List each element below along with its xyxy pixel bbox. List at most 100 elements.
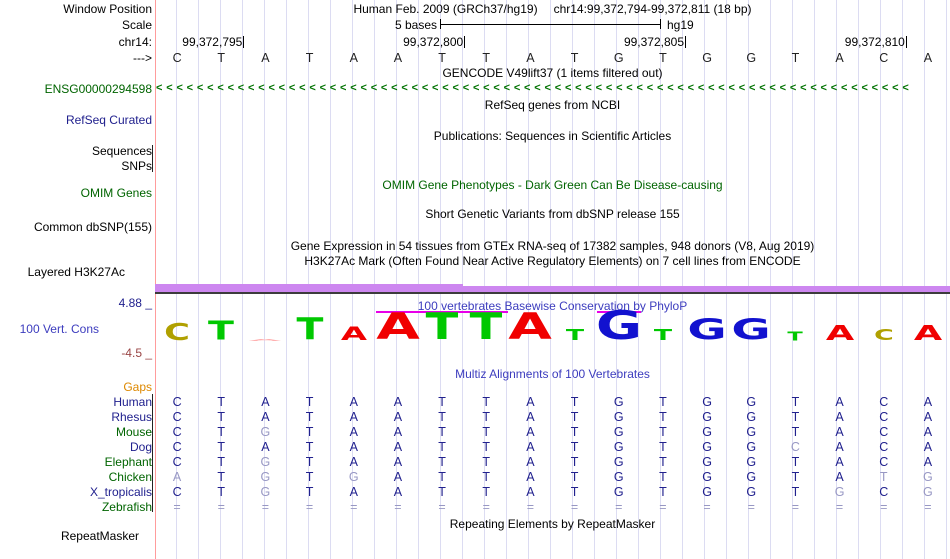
alignment-base: C	[790, 440, 800, 454]
alignment-base: T	[217, 485, 226, 499]
window-position-header: Human Feb. 2009 (GRCh37/hg19) chr14:99,3…	[155, 2, 950, 16]
alignment-base: A	[526, 455, 535, 469]
ruler-number: 99,372,810	[844, 35, 905, 49]
alignment-base: G	[613, 440, 624, 454]
alignment-base: C	[879, 455, 889, 469]
species-label[interactable]: Chicken	[108, 470, 152, 484]
alignment-base: A	[526, 485, 535, 499]
common-dbsnp-label[interactable]: Common dbSNP(155)	[33, 220, 152, 234]
alignment-base: =	[703, 500, 711, 514]
species-label[interactable]: Mouse	[115, 425, 152, 439]
repeatmasker-track-title[interactable]: Repeating Elements by RepeatMasker	[449, 517, 656, 531]
alignment-base: T	[659, 410, 667, 424]
alignment-base: =	[173, 500, 181, 514]
alignment-base: T	[438, 440, 446, 454]
repeatmasker-label[interactable]: RepeatMasker	[60, 529, 139, 543]
alignment-base: T	[659, 395, 667, 409]
logo-letter: G	[595, 303, 642, 350]
alignment-base: T	[791, 425, 800, 439]
alignment-base: C	[172, 440, 182, 454]
species-label[interactable]: Rhesus	[111, 410, 152, 424]
gencode-track-title[interactable]: GENCODE V49lift37 (1 items filtered out)	[442, 66, 663, 80]
logo-letter: T	[787, 329, 804, 344]
alignment-base: =	[305, 500, 314, 514]
species-label[interactable]: Human	[113, 395, 152, 409]
species-label[interactable]: Zebrafish	[101, 500, 152, 514]
alignment-base: =	[880, 500, 888, 514]
alignment-base: C	[879, 440, 889, 454]
logo-letter: T	[425, 306, 459, 349]
alignment-base: =	[747, 500, 755, 514]
dbsnp-track-title[interactable]: Short Genetic Variants from dbSNP releas…	[425, 207, 680, 221]
base-position-gridlines	[155, 0, 950, 559]
gencode-gene-label[interactable]: ENSG00000294598	[44, 82, 152, 96]
alignment-base: A	[923, 425, 933, 439]
alignment-base: A	[349, 395, 358, 409]
alignment-base: A	[923, 440, 933, 454]
alignment-base: T	[217, 440, 226, 454]
alignment-base: G	[613, 425, 624, 439]
multiz-track-title[interactable]: Multiz Alignments of 100 Vertebrates	[455, 367, 650, 381]
alignment-base: A	[835, 410, 844, 424]
alignment-base: =	[791, 500, 800, 514]
snps-track-label[interactable]: SNPs	[121, 159, 152, 173]
alignment-base: T	[305, 485, 314, 499]
alignment-base: T	[570, 425, 579, 439]
scale-bases-label: 5 bases	[394, 18, 437, 32]
conservation-min-label: -4.5 _	[121, 346, 152, 360]
species-label[interactable]: X_tropicalis	[89, 485, 152, 499]
alignment-base: G	[923, 470, 933, 484]
conservation-clip-line	[596, 311, 641, 313]
species-label[interactable]: Dog	[129, 440, 152, 454]
alignment-base: G	[746, 470, 757, 484]
position-range-label: chr14:99,372,794-99,372,811 (18 bp)	[553, 2, 752, 16]
omim-track-title[interactable]: OMIM Gene Phenotypes - Dark Green Can Be…	[382, 178, 723, 192]
alignment-base: A	[393, 425, 403, 439]
alignment-base: A	[393, 470, 403, 484]
sequence-base: C	[879, 51, 889, 65]
alignment-base: G	[702, 395, 712, 409]
logo-letter: C	[164, 319, 190, 346]
alignment-base: T	[482, 410, 491, 424]
alignment-base: T	[570, 395, 579, 409]
sequence-base: A	[526, 51, 535, 65]
gtex-track-title[interactable]: Gene Expression in 54 tissues from GTEx …	[290, 239, 815, 253]
alignment-base: T	[570, 485, 579, 499]
sequence-base: T	[659, 51, 667, 65]
alignment-base: T	[305, 425, 314, 439]
sequences-track-label[interactable]: Sequences	[91, 144, 152, 158]
alignment-base: G	[746, 410, 757, 424]
alignment-base: C	[879, 485, 889, 499]
alignment-base: T	[482, 395, 491, 409]
layered-h3k27ac-label[interactable]: Layered H3K27Ac	[27, 265, 125, 279]
strand-direction-label: --->	[133, 51, 152, 65]
conservation-track-title[interactable]: 100 vertebrates Basewise Conservation by…	[417, 299, 688, 313]
publications-track-title[interactable]: Publications: Sequences in Scientific Ar…	[433, 129, 672, 143]
logo-letter: T	[296, 312, 324, 348]
conservation-track-label[interactable]: 100 Vert. Cons	[19, 322, 99, 336]
h3k27ac-bar-segment[interactable]	[463, 286, 950, 292]
alignment-base: T	[570, 410, 579, 424]
window-position-row-label: Window Position	[63, 2, 152, 16]
sequence-base: G	[746, 51, 757, 65]
alignment-base: =	[924, 500, 932, 514]
alignment-base: T	[791, 395, 800, 409]
refseq-track-title[interactable]: RefSeq genes from NCBI	[484, 98, 621, 112]
alignment-base: T	[438, 395, 446, 409]
alignment-base: T	[791, 485, 800, 499]
alignment-base: A	[835, 425, 844, 439]
sequence-base: T	[305, 51, 314, 65]
gene-direction-arrows[interactable]: <<<<<<<<<<<<<<<<<<<<<<<<<<<<<<<<<<<<<<<<…	[156, 82, 913, 94]
alignment-gaps-label[interactable]: Gaps	[123, 380, 152, 394]
refseq-curated-label[interactable]: RefSeq Curated	[65, 113, 152, 127]
alignment-base: T	[659, 425, 667, 439]
h3k27ac-track-title[interactable]: H3K27Ac Mark (Often Found Near Active Re…	[304, 254, 801, 268]
h3k27ac-bar-segment[interactable]	[155, 284, 463, 292]
conservation-max-label: 4.88 _	[118, 296, 152, 310]
logo-letter: T	[469, 306, 503, 349]
omim-genes-label[interactable]: OMIM Genes	[80, 186, 152, 200]
alignment-base: A	[172, 470, 182, 484]
species-label[interactable]: Elephant	[104, 455, 152, 469]
ruler-tick	[464, 36, 466, 48]
alignment-base: T	[659, 470, 667, 484]
